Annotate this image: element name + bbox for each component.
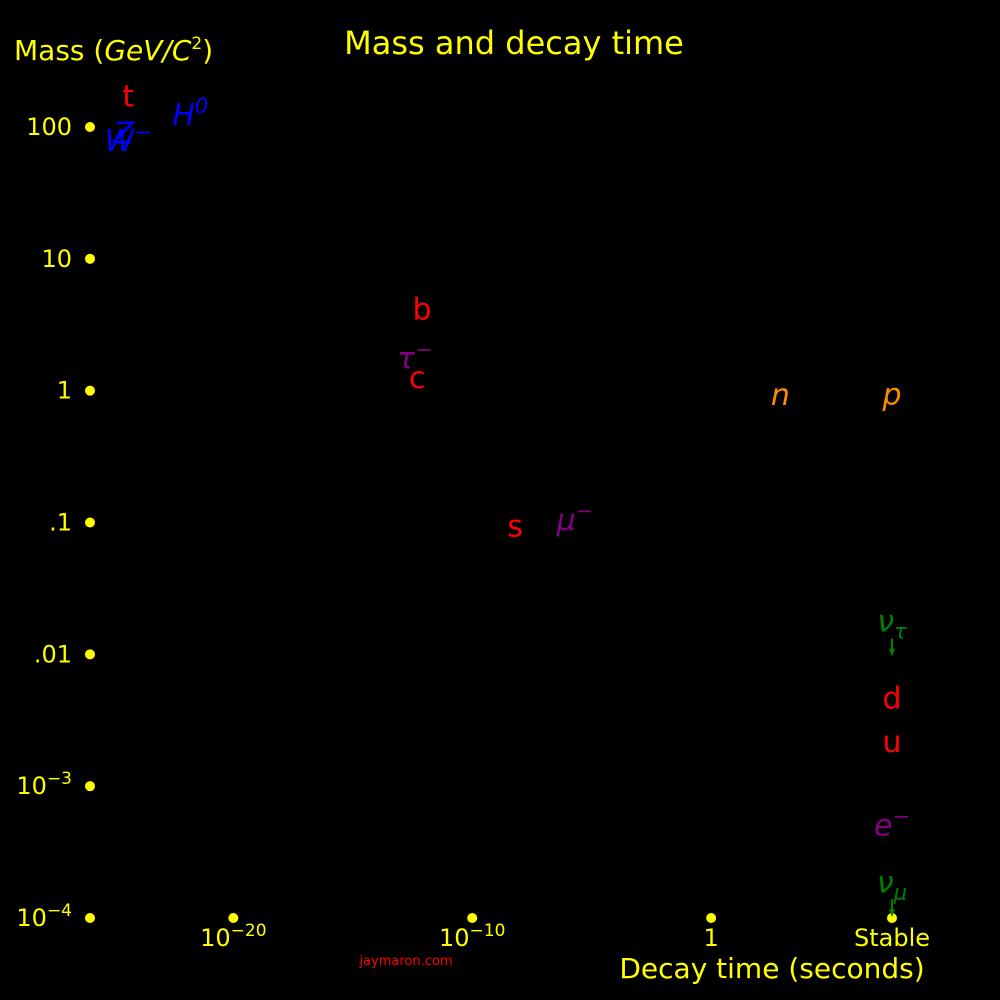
x-axis: 10−20 10−10 1 Stable <box>200 913 930 952</box>
particle-label: ντ <box>877 605 907 644</box>
upper-limit-arrowhead <box>889 648 895 657</box>
x-tick-label: 10−10 <box>439 921 505 952</box>
y-tick-dot <box>85 649 95 660</box>
particle-point: u <box>882 725 901 760</box>
y-tick-label: .1 <box>49 509 72 537</box>
x-tick-label: 1 <box>703 924 718 952</box>
particle-label: s <box>507 509 523 544</box>
y-tick-dot <box>85 122 95 132</box>
particle-label: νμ <box>877 865 907 904</box>
x-axis-label: Decay time (seconds) <box>619 952 924 985</box>
y-tick-dot <box>85 517 95 528</box>
y-tick-label: 1 <box>57 377 72 405</box>
particle-label: d <box>882 682 901 717</box>
particle-label: Z <box>112 116 135 151</box>
y-tick-label: 10 <box>41 245 72 273</box>
x-tick-dot <box>467 913 478 923</box>
particle-label: H0 <box>172 94 208 133</box>
particle-point: c <box>409 361 426 396</box>
particle-point: Z <box>112 116 135 151</box>
particle-point: τ− <box>397 338 433 377</box>
particle-point: W− <box>105 120 152 159</box>
x-tick-dot <box>228 913 239 923</box>
particle-label: μ− <box>556 499 594 538</box>
particles: tZW− H0 b τ−c n p s μ− ντ du e− νμ <box>105 80 910 918</box>
particle-point: H0 <box>172 94 208 133</box>
particle-label: W− <box>105 120 152 159</box>
particle-label: p <box>881 378 901 413</box>
particle-label: n <box>771 378 790 413</box>
y-tick-dot <box>85 781 95 792</box>
particle-point: t <box>122 80 134 115</box>
y-tick-label: .01 <box>34 640 72 668</box>
y-axis-label: Mass (GeV/C2) <box>14 34 213 67</box>
x-tick-dot <box>706 913 717 923</box>
particle-point: μ− <box>556 499 594 538</box>
particle-label: t <box>122 80 134 115</box>
y-tick-dot <box>85 253 95 264</box>
x-tick-label: Stable <box>854 924 930 952</box>
particle-point: p <box>881 378 901 413</box>
y-tick-label: 10−4 <box>16 901 72 932</box>
chart-title: Mass and decay time <box>344 24 684 62</box>
x-tick-dot <box>887 913 897 923</box>
particle-label: c <box>409 361 426 396</box>
y-tick-dot <box>85 385 95 396</box>
y-axis: 100 10 1 .1 .01 10−3 10−4 <box>16 113 95 932</box>
particle-point: b <box>413 293 432 328</box>
particle-point: e− <box>874 805 910 844</box>
particle-point: s <box>507 509 523 544</box>
y-tick-label: 10−3 <box>16 769 72 800</box>
particle-point: n <box>771 378 790 413</box>
y-tick-dot <box>85 913 95 923</box>
particle-label: u <box>882 725 901 760</box>
x-tick-label: 10−20 <box>200 921 266 952</box>
particle-point: d <box>882 682 901 717</box>
particle-label: τ− <box>397 338 433 377</box>
credit-text: jaymaron.com <box>358 954 452 969</box>
particle-label: e− <box>874 805 910 844</box>
particle-point: ντ <box>877 605 907 657</box>
particle-label: b <box>413 293 432 328</box>
y-tick-label: 100 <box>26 113 72 141</box>
particle-point: νμ <box>877 865 907 918</box>
upper-limit-arrowhead <box>889 909 895 918</box>
